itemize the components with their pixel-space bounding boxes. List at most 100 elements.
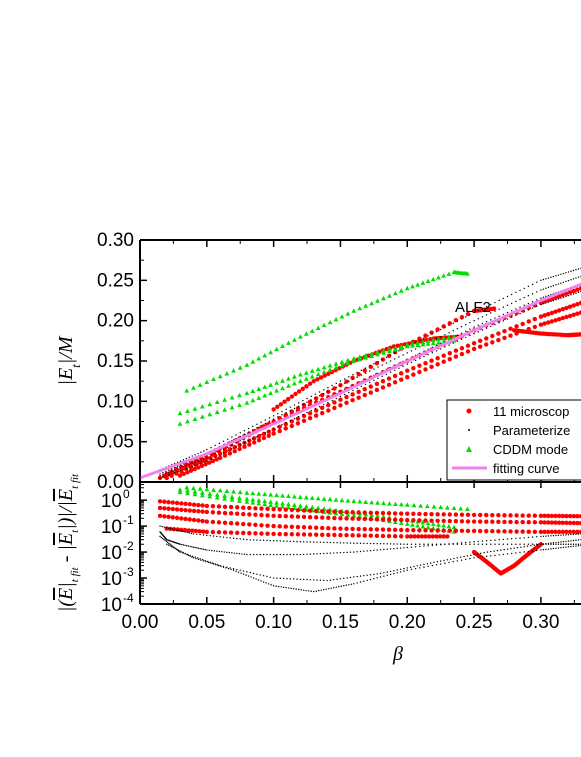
point-11-microscop-3-2	[185, 470, 190, 475]
point-parameterize-1-72	[353, 576, 355, 578]
point-11-microscop-0-75	[571, 513, 576, 519]
bottom-y-tick-label: 10	[101, 595, 122, 616]
point-parameterize-1-87	[502, 306, 505, 308]
point-parameterize-1-24	[239, 435, 241, 438]
point-11-microscop-1-18	[247, 512, 252, 517]
point-parameterize-0-37	[293, 404, 296, 406]
point-parameterize-1-39	[242, 570, 245, 572]
point-11-microscop-2-41	[386, 527, 392, 532]
point-11-microscop-2-21	[265, 523, 270, 528]
point-11-microscop-3-16	[242, 444, 247, 449]
point-cddm-mode-1-39	[420, 519, 426, 525]
point-cddm-mode-2-12	[262, 501, 268, 507]
point-parameterize-0-107	[389, 548, 392, 550]
point-parameterize-3-83	[485, 327, 488, 329]
point-11-microscop-2-44	[405, 527, 410, 533]
point-11-microscop-2-5	[179, 516, 184, 521]
point-11-microscop-1-75	[571, 288, 576, 294]
point-parameterize-2-83	[485, 320, 488, 323]
point-cddm-mode-1-6	[222, 397, 228, 402]
point-parameterize-0-127	[469, 541, 471, 543]
point-11-microscop-2-77	[578, 300, 581, 306]
point-parameterize-3-90	[515, 314, 517, 317]
point-cddm-mode-0-12	[262, 491, 268, 497]
point-cddm-mode-1-10	[250, 497, 256, 502]
point-parameterize-1-132	[550, 542, 552, 544]
point-cddm-mode-1-8	[237, 495, 242, 500]
point-cddm-mode-0-29	[363, 499, 369, 504]
point-11-microscop-0-1	[162, 499, 167, 504]
point-parameterize-2-56	[292, 588, 295, 590]
point-cddm-mode-1-42	[436, 336, 441, 342]
point-parameterize-0-32	[272, 415, 275, 417]
point-parameterize-3-88	[439, 543, 442, 545]
point-parameterize-3-104	[506, 543, 509, 545]
point-parameterize-3-52	[356, 387, 358, 390]
point-parameterize-1-27	[206, 560, 209, 563]
point-parameterize-1-60	[389, 360, 392, 362]
point-parameterize-1-33	[277, 416, 279, 418]
point-cddm-mode-2-37	[410, 522, 415, 527]
point-cddm-mode-1-42	[436, 522, 441, 527]
point-parameterize-3-39	[269, 539, 271, 542]
point-parameterize-0-101	[552, 275, 555, 278]
point-parameterize-1-102	[555, 284, 557, 286]
point-parameterize-3-95	[469, 543, 471, 545]
point-parameterize-3-41	[310, 409, 312, 412]
point-cddm-mode-0-25	[339, 497, 345, 503]
point-parameterize-2-13	[197, 460, 199, 462]
point-parameterize-0-66	[252, 553, 255, 556]
point-cddm-mode-0-5	[217, 488, 223, 493]
point-parameterize-0-39	[191, 546, 193, 548]
point-11-microscop-2-66	[538, 314, 544, 319]
point-parameterize-2-93	[396, 572, 398, 574]
point-parameterize-3-71	[435, 350, 438, 352]
point-parameterize-3-25	[222, 536, 225, 538]
point-parameterize-1-47	[335, 386, 337, 389]
point-parameterize-1-117	[503, 548, 505, 551]
point-parameterize-1-53	[289, 578, 292, 580]
point-parameterize-2-141	[572, 545, 575, 548]
point-parameterize-0-118	[431, 544, 434, 547]
point-parameterize-2-13	[187, 554, 190, 556]
bottom-x-tick-label: 0.15	[322, 612, 359, 633]
curve-11-microscop-3	[164, 526, 450, 539]
point-11-microscop-3-52	[453, 354, 459, 359]
point-cddm-mode-2-8	[237, 498, 242, 503]
point-11-microscop-1-56	[477, 519, 483, 524]
point-parameterize-2-26	[217, 564, 220, 567]
point-cddm-mode-1-9	[244, 390, 250, 396]
point-parameterize-3-13	[186, 531, 188, 534]
point-parameterize-3-44	[286, 540, 288, 542]
point-parameterize-3-27	[252, 438, 254, 440]
point-parameterize-3-36	[289, 419, 292, 422]
point-parameterize-0-85	[316, 553, 318, 555]
point-cddm-mode-2-9	[244, 400, 250, 405]
point-cddm-mode-2-0	[177, 489, 183, 495]
point-cddm-mode-2-1	[185, 418, 190, 424]
point-11-microscop-0-39	[374, 510, 380, 516]
point-11-microscop-1-17	[241, 511, 246, 517]
point-parameterize-1-101	[552, 285, 555, 287]
point-cddm-mode-0-25	[339, 314, 345, 319]
point-parameterize-1-63	[402, 354, 404, 356]
point-parameterize-2-92	[393, 572, 395, 575]
point-11-microscop-0-40	[380, 510, 386, 516]
point-parameterize-2-22	[207, 561, 210, 564]
point-parameterize-1-35	[229, 567, 231, 569]
point-parameterize-1-105	[562, 281, 565, 283]
point-parameterize-2-111	[469, 557, 471, 560]
point-cddm-mode-1-6	[222, 493, 228, 498]
point-parameterize-1-57	[303, 578, 305, 581]
point-parameterize-1-122	[520, 546, 522, 548]
point-parameterize-1-46	[331, 388, 333, 391]
point-parameterize-0-84	[313, 553, 315, 555]
point-11-microscop-2-19	[253, 522, 258, 528]
point-11-microscop-2-69	[549, 310, 555, 316]
point-11-microscop-3-18	[247, 530, 252, 536]
point-parameterize-1-35	[285, 412, 287, 414]
point-parameterize-0-91	[336, 552, 338, 554]
point-parameterize-0-47	[335, 382, 337, 385]
point-11-microscop-1-1	[162, 506, 167, 511]
point-parameterize-2-69	[325, 588, 327, 590]
